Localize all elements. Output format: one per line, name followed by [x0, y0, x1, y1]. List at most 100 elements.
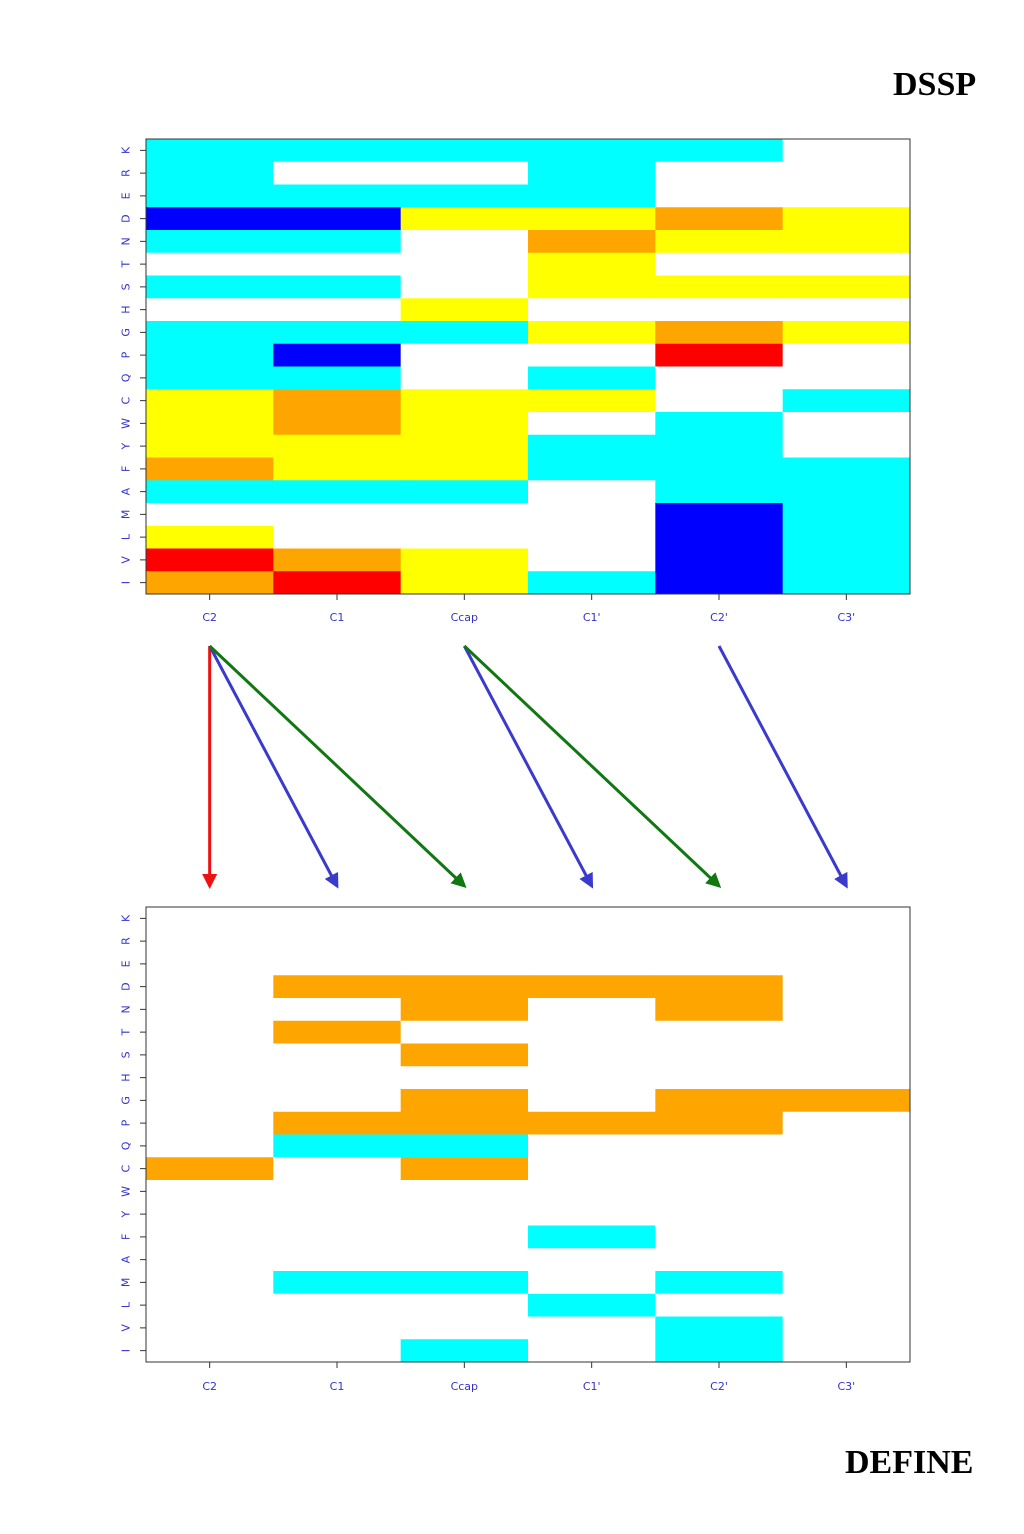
heatmap-cell-W-C3' — [782, 412, 911, 436]
heatmap-cell-Y-C1 — [273, 1202, 402, 1226]
heatmap-cell-A-C3' — [782, 1248, 911, 1272]
heatmap-cell-L-C2 — [146, 525, 274, 549]
heatmap-cell-N-Ccap — [400, 998, 529, 1022]
heatmap-cell-K-Ccap — [400, 139, 529, 163]
heatmap-cell-H-C1 — [273, 298, 402, 322]
heatmap-cell-K-C3' — [782, 139, 911, 163]
y-tick-label: A — [120, 1255, 133, 1263]
heatmap-cell-T-C1' — [528, 1020, 656, 1044]
heatmap-cell-V-C2 — [146, 548, 274, 572]
y-tick-label: N — [120, 1005, 133, 1013]
y-tick-label: T — [120, 1028, 133, 1036]
heatmap-cell-S-C1 — [273, 275, 402, 299]
heatmap-cell-M-C1' — [528, 503, 656, 527]
heatmap-cell-C-C2 — [146, 1157, 274, 1181]
heatmap-cell-K-C2' — [655, 139, 784, 163]
heatmap-cell-P-C3' — [782, 1111, 911, 1135]
heatmap-cell-I-C2' — [655, 1339, 784, 1363]
heatmap-cell-Y-C2' — [655, 1202, 784, 1226]
heatmap-cell-D-Ccap — [400, 975, 529, 999]
heatmap-cell-K-C1 — [273, 907, 402, 931]
heatmap-cell-R-C1' — [528, 929, 656, 953]
heatmap-cell-C-C3' — [782, 1157, 911, 1181]
heatmap-cell-A-Ccap — [400, 1248, 529, 1272]
heatmap-cell-R-C1' — [528, 161, 656, 185]
heatmap-cell-Y-C1 — [273, 434, 402, 458]
heatmap-cell-M-Ccap — [400, 503, 529, 527]
heatmap-cell-Y-Ccap — [400, 434, 529, 458]
heatmap-cell-N-C1' — [528, 998, 656, 1022]
heatmap-cell-P-Ccap — [400, 343, 529, 367]
heatmap-cell-Q-C3' — [782, 1134, 911, 1158]
heatmap-cell-D-C1 — [273, 975, 402, 999]
heatmap-cell-P-C2 — [146, 1111, 274, 1135]
arrow-Ccap-to-C2' — [463, 644, 722, 889]
dssp-heatmap: K R E D N T S H G P Q C W Y F A M L V I C2 C1 Ccap C1' C2' C3' — [120, 138, 911, 624]
heatmap-cell-T-C1 — [273, 1020, 402, 1044]
heatmap-cell-S-C3' — [782, 275, 911, 299]
heatmap-cell-R-C3' — [782, 929, 911, 953]
heatmap-cell-F-C2 — [146, 1225, 274, 1249]
heatmap-cell-C-C2' — [655, 1157, 784, 1181]
heatmap-cell-S-Ccap — [400, 275, 529, 299]
heatmap-cell-S-C2 — [146, 275, 274, 299]
heatmap-cell-C-C1' — [528, 1157, 656, 1181]
heatmap-cell-D-C2' — [655, 207, 784, 231]
y-tick-label: C — [120, 1164, 133, 1172]
heatmap-cell-N-C1' — [528, 230, 656, 254]
heatmap-cell-N-C2 — [146, 230, 274, 254]
y-tick-label: V — [120, 556, 133, 564]
y-tick-label: K — [120, 146, 133, 154]
heatmap-cell-Q-C2' — [655, 366, 784, 390]
heatmap-cell-Y-C1' — [528, 434, 656, 458]
y-tick-label: F — [120, 466, 133, 472]
heatmap-cell-T-C1' — [528, 252, 656, 276]
x-tick-label: Ccap — [451, 1380, 478, 1393]
heatmap-cell-F-C1' — [528, 457, 656, 481]
heatmap-cell-R-C2 — [146, 161, 274, 185]
heatmap-cell-L-Ccap — [400, 1293, 529, 1317]
heatmap-cell-F-C1 — [273, 457, 402, 481]
heatmap-cell-F-C1 — [273, 1225, 402, 1249]
heatmap-cell-P-C2 — [146, 343, 274, 367]
heatmap-cell-K-C2 — [146, 139, 274, 163]
heatmap-cell-I-C1 — [273, 1339, 402, 1363]
define-label: DEFINE — [845, 1444, 974, 1481]
arrow-C2'-to-C3' — [717, 645, 848, 889]
heatmap-cell-F-C1' — [528, 1225, 656, 1249]
heatmap-cell-I-C3' — [782, 571, 911, 595]
heatmap-cell-H-C1' — [528, 1066, 656, 1090]
y-tick-label: S — [120, 1051, 133, 1058]
heatmap-cell-S-C2' — [655, 275, 784, 299]
heatmap-cell-Q-C3' — [782, 366, 911, 390]
heatmap-cell-T-C2' — [655, 252, 784, 276]
heatmap-cell-G-C2' — [655, 1089, 784, 1113]
heatmap-cell-A-C1 — [273, 1248, 402, 1272]
heatmap-cell-E-C3' — [782, 184, 911, 208]
y-tick-label: F — [120, 1234, 133, 1240]
heatmap-cell-H-Ccap — [400, 298, 529, 322]
heatmap-cell-H-C2' — [655, 1066, 784, 1090]
heatmap-cell-P-C1 — [273, 343, 402, 367]
heatmap-cell-P-Ccap — [400, 1111, 529, 1135]
heatmap-cell-V-C2' — [655, 548, 784, 572]
heatmap-cell-Q-C1' — [528, 366, 656, 390]
heatmap-cell-T-C1 — [273, 252, 402, 276]
arrow-Ccap-to-C1' — [463, 645, 594, 889]
heatmap-cell-Y-C2' — [655, 434, 784, 458]
heatmap-cell-G-C1' — [528, 321, 656, 345]
x-tick-label: C3' — [837, 611, 855, 624]
heatmap-cell-P-C2' — [655, 1111, 784, 1135]
heatmap-cell-T-C2 — [146, 252, 274, 276]
heatmap-cell-P-C1' — [528, 1111, 656, 1135]
heatmap-cell-V-C2' — [655, 1316, 784, 1340]
x-tick-label: C2 — [202, 611, 217, 624]
heatmap-cell-D-C1 — [273, 207, 402, 231]
dssp-label: DSSP — [893, 66, 977, 103]
heatmap-cell-A-C3' — [782, 480, 911, 504]
heatmap-cell-K-C1' — [528, 907, 656, 931]
heatmap-cell-G-C3' — [782, 321, 911, 345]
heatmap-cell-T-Ccap — [400, 1020, 529, 1044]
heatmap-cell-N-Ccap — [400, 230, 529, 254]
